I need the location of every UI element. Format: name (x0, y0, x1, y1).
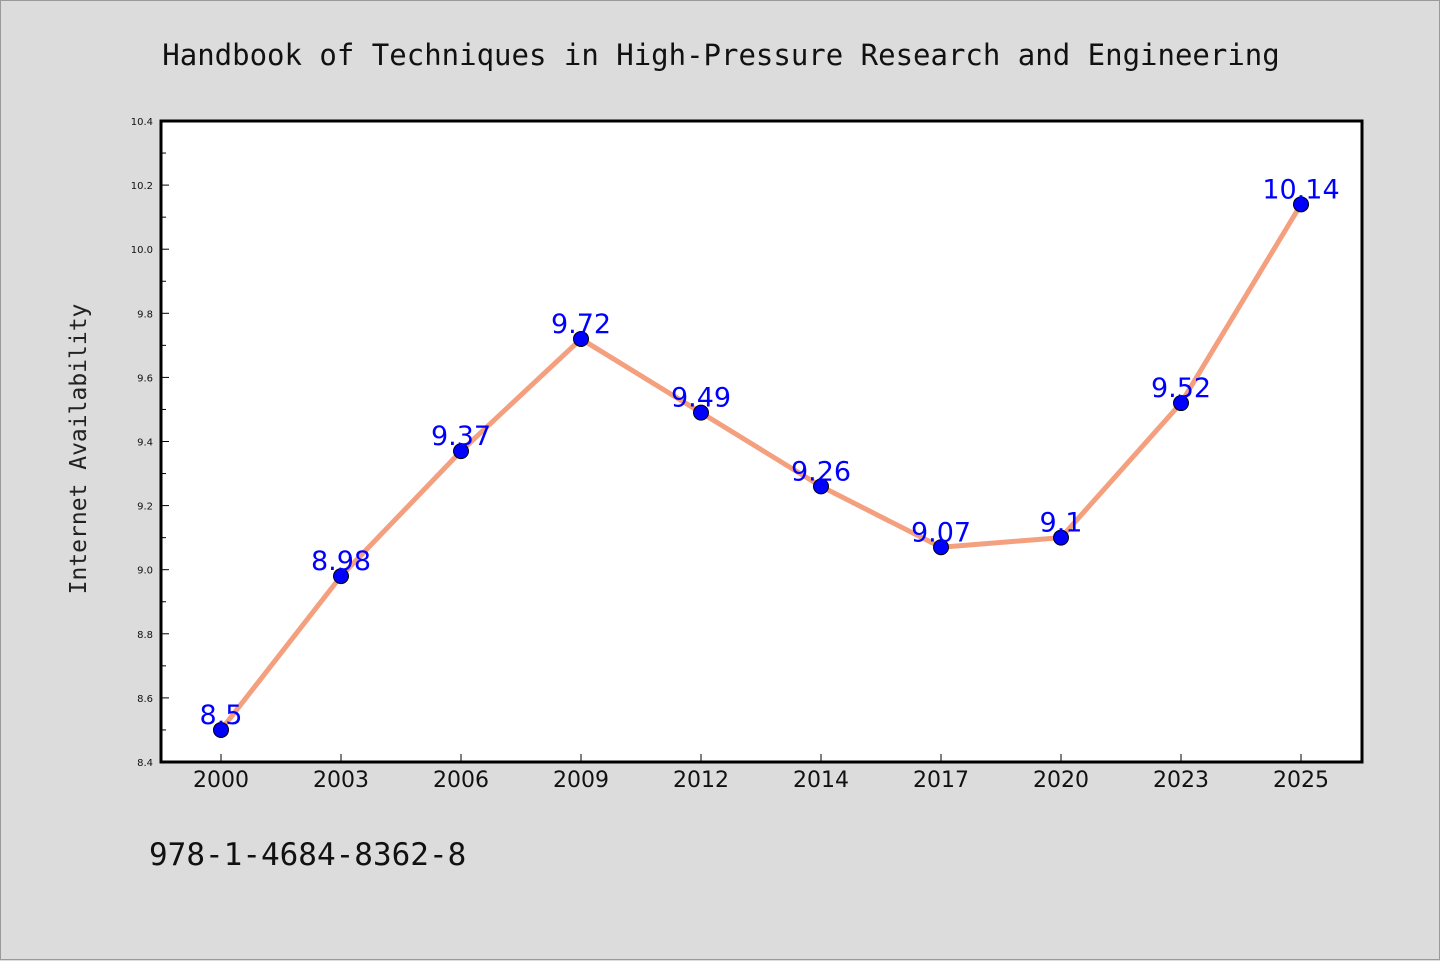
series-line (219, 203, 1304, 732)
y-tick-label: 9.4 (137, 438, 153, 449)
x-tick-label: 2020 (1033, 768, 1089, 793)
data-point (1293, 196, 1309, 213)
x-tick-label: 2003 (313, 768, 369, 793)
data-label: 9.72 (551, 309, 611, 340)
y-tick-label: 9.0 (137, 566, 153, 577)
data-point (813, 478, 829, 495)
x-tick-label: 2023 (1153, 768, 1209, 793)
data-label: 9.37 (431, 421, 491, 452)
data-label: 10.14 (1262, 174, 1339, 205)
y-axis: 8.4 8.6 8.8 9.0 9.2 9.4 9.6 9.8 10.0 10.2 10.4 (131, 117, 169, 769)
isbn-text: 978-1-4684-8362-8 (149, 837, 466, 873)
data-point (1173, 395, 1189, 412)
y-tick-label: 8.6 (137, 694, 153, 705)
data-label: 9.26 (791, 456, 851, 487)
y-tick-label: 9.2 (137, 502, 153, 513)
data-point (693, 404, 709, 421)
data-point (213, 721, 229, 738)
y-tick-label: 9.8 (137, 309, 153, 320)
x-tick-label: 2025 (1273, 768, 1329, 793)
data-label: 8.5 (200, 700, 243, 731)
data-point (453, 443, 469, 460)
x-tick-label: 2012 (673, 768, 729, 793)
x-axis: 2000 2003 2006 2009 2012 2014 2017 2020 2023 2025 (193, 754, 1329, 793)
plot-area (159, 119, 1364, 764)
x-tick-label: 2017 (913, 768, 969, 793)
data-label: 8.98 (311, 546, 371, 577)
data-point (333, 568, 349, 585)
data-label: 9.49 (671, 383, 731, 414)
y-tick-label: 10.4 (131, 117, 153, 128)
data-point (1053, 529, 1069, 546)
x-tick-label: 2014 (793, 768, 849, 793)
data-point (933, 539, 949, 556)
data-point (573, 330, 589, 347)
chart-title: Handbook of Techniques in High-Pressure … (162, 38, 1279, 72)
data-label: 9.1 (1040, 508, 1083, 539)
data-label: 9.07 (911, 517, 971, 548)
data-label: 9.52 (1151, 373, 1211, 404)
y-tick-label: 10.0 (131, 245, 153, 256)
x-tick-label: 2009 (553, 768, 609, 793)
y-tick-label: 8.8 (137, 630, 153, 641)
x-tick-label: 2000 (193, 768, 249, 793)
y-tick-label: 8.4 (137, 758, 153, 769)
x-tick-label: 2006 (433, 768, 489, 793)
y-axis-label: Internet Availability (66, 304, 92, 595)
y-tick-label: 10.2 (131, 181, 153, 192)
y-tick-label: 9.6 (137, 373, 153, 384)
series-group: 8.5 8.98 9.37 9.72 9.49 9.26 9.07 9.1 9.52 10.14 (200, 174, 1340, 738)
